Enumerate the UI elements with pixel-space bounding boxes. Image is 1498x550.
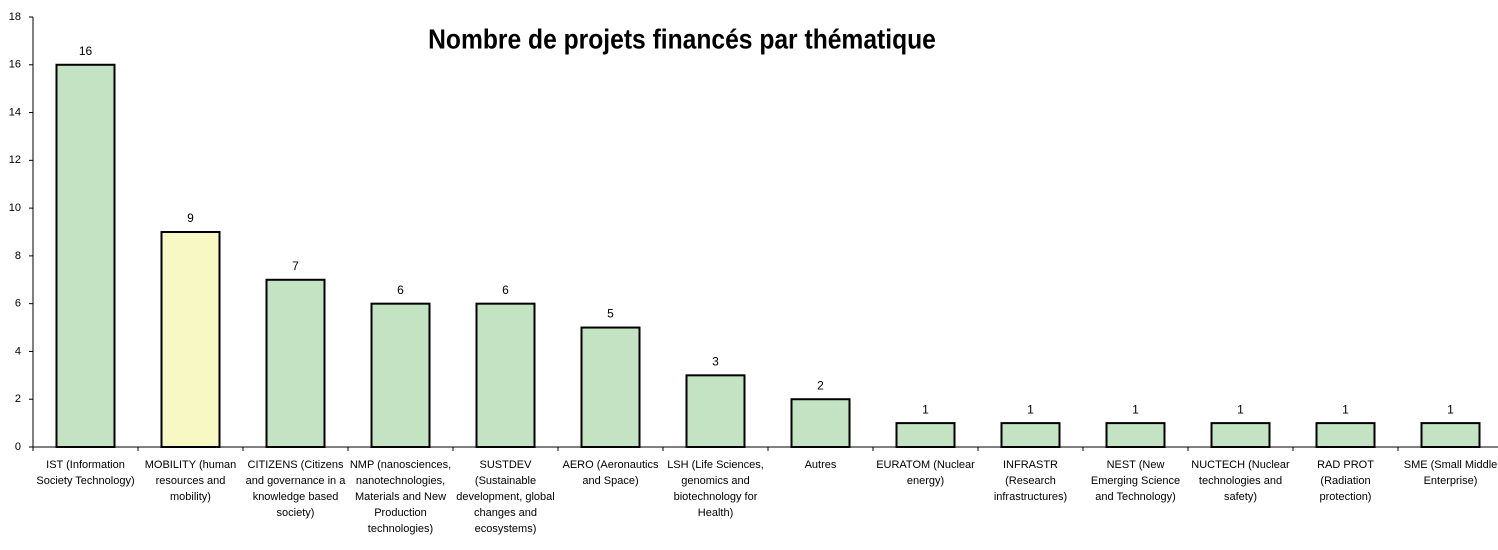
x-tick-label: CITIZENS (Citizens and governance in a k… (245, 459, 346, 519)
bar (160, 231, 221, 448)
x-tick-label: NMP (nanosciences, nanotechnologies, Mat… (349, 459, 452, 535)
value-label: 1 (1342, 402, 1349, 416)
bar (1105, 422, 1166, 449)
value-label: 7 (292, 259, 299, 273)
bar (265, 278, 326, 448)
x-tick-label: MOBILITY (human resources and mobility) (144, 459, 237, 503)
bar (1000, 422, 1061, 449)
value-label: 6 (397, 283, 404, 297)
value-label: 1 (1027, 402, 1034, 416)
bar (580, 326, 641, 448)
value-label: 5 (607, 307, 614, 321)
bar (55, 63, 116, 449)
y-tick-label: 16 (9, 59, 21, 71)
value-label: 3 (712, 355, 719, 369)
bar (1420, 422, 1481, 449)
value-label: 16 (79, 44, 93, 58)
value-label: 6 (502, 283, 509, 297)
bar (895, 422, 956, 449)
bar (790, 398, 851, 449)
y-tick-label: 14 (9, 106, 21, 118)
x-tick-label: INFRASTR (Research infrastructures) (993, 459, 1068, 503)
x-tick-label: AERO (Aeronautics and Space) (562, 459, 659, 487)
y-tick-label: 2 (15, 393, 21, 405)
bar (370, 302, 431, 448)
y-tick-label: 8 (15, 250, 21, 262)
y-tick-label: 0 (15, 441, 21, 453)
chart-title: Nombre de projets financés par thématiqu… (428, 23, 936, 55)
x-tick-label: NEST (New Emerging Science and Technolog… (1090, 459, 1181, 503)
x-tick-label: EURATOM (Nuclear energy) (876, 459, 975, 487)
value-label: 1 (1132, 402, 1139, 416)
bar (1315, 422, 1376, 449)
y-tick-label: 18 (9, 11, 21, 23)
x-tick-label: SME (Small Middle Enterprise) (1403, 459, 1498, 487)
value-label: 1 (1237, 402, 1244, 416)
x-tick-label: SUSTDEV (Sustainable development, global… (456, 459, 555, 535)
value-label: 9 (187, 211, 194, 225)
x-tick-label: Autres (804, 459, 837, 471)
value-label: 1 (922, 402, 929, 416)
bar (475, 302, 536, 448)
x-tick-label: NUCTECH (Nuclear technologies and safety… (1191, 459, 1290, 503)
y-tick-label: 6 (15, 298, 21, 310)
value-label: 2 (817, 378, 824, 392)
y-tick-label: 12 (9, 154, 21, 166)
y-tick-label: 10 (9, 202, 21, 214)
bar (685, 374, 746, 449)
x-tick-label: IST (Information Society Technology) (36, 459, 135, 487)
y-tick-label: 4 (15, 345, 21, 357)
value-label: 1 (1447, 402, 1454, 416)
x-tick-label: RAD PROT (Radiation protection) (1317, 459, 1374, 503)
bar (1210, 422, 1271, 449)
x-tick-label: LSH (Life Sciences, genomics and biotech… (667, 459, 764, 519)
